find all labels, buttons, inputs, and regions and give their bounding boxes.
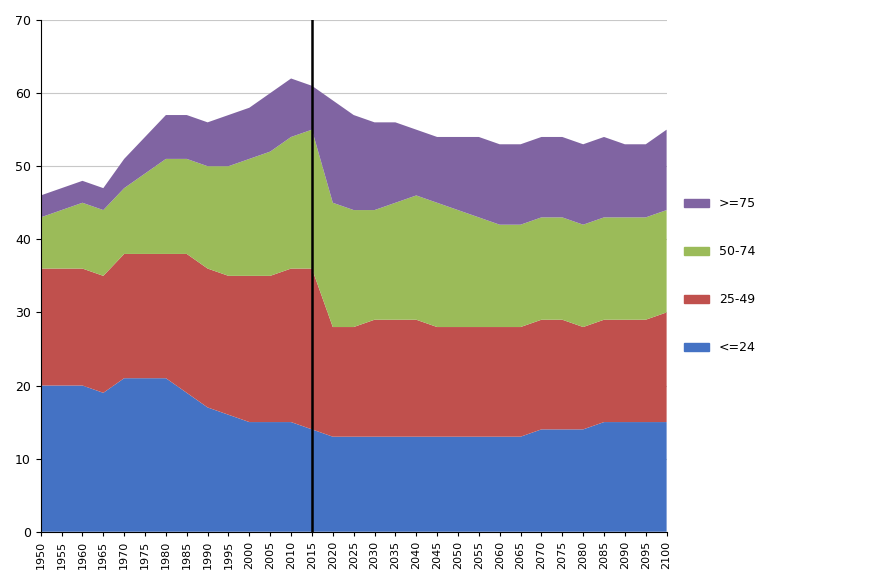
Legend: >=75, 50-74, 25-49, <=24: >=75, 50-74, 25-49, <=24 — [679, 192, 761, 359]
